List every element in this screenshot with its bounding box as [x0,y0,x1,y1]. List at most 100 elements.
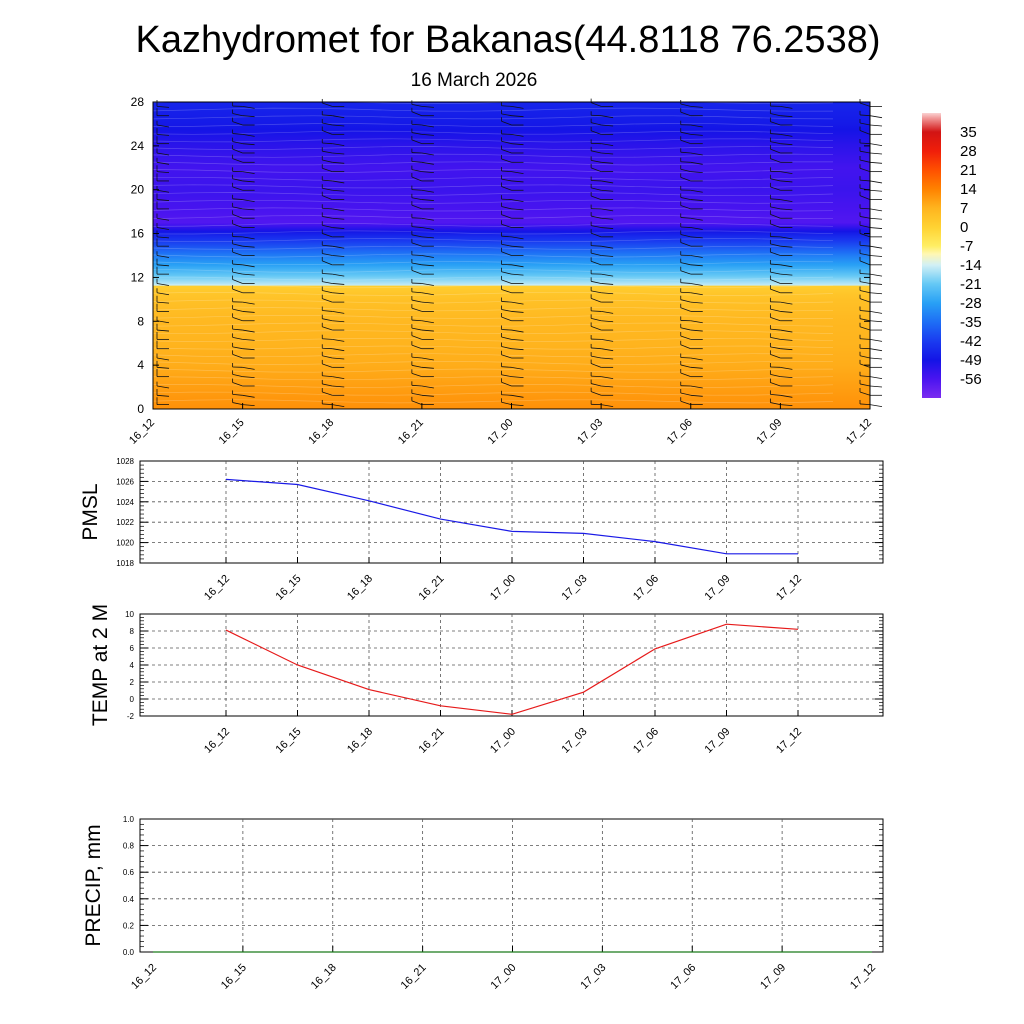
wind-barb [321,118,345,127]
contour-line [152,107,834,112]
colorbar-label: 0 [960,219,968,236]
wind-barb [680,185,703,193]
wind-barb [411,324,434,332]
x-tick-label: 17_06 [665,417,695,447]
wind-barb [859,164,882,173]
wind-barb [501,195,524,202]
contour-line [152,376,834,381]
wind-barb [232,297,255,305]
y-tick-label: 1028 [116,457,134,466]
wind-barb [769,350,793,359]
y-tick-label: 8 [137,314,144,328]
x-tick-label: 17_12 [844,417,874,447]
wind-barb [411,213,434,221]
wind-barb [232,232,255,240]
colorbar-label: -56 [960,371,982,388]
contour-line [152,100,834,104]
wind-barb [232,102,255,109]
y-tick-label: 4 [130,661,135,670]
wind-barb [232,117,255,126]
wind-barb [769,378,793,387]
chart-title: Kazhydromet for Bakanas(44.8118 76.2538) [136,19,881,61]
y-tick-label: 0 [130,695,135,704]
wind-barb [156,266,169,275]
wind-barb [232,210,255,219]
wind-barb [680,230,703,239]
wind-barb [321,351,345,360]
pmsl-series-line [225,478,798,555]
wind-barb [501,267,524,276]
wind-barb [321,277,345,285]
contour-line [152,337,834,342]
wind-barb [411,193,434,201]
wind-barb [321,314,345,323]
wind-barb [411,238,434,247]
x-tick-label: 17_06 [631,573,661,603]
wind-barb [321,212,345,220]
wind-barb [859,399,883,408]
wind-barb [769,182,793,191]
wind-barb [232,154,255,163]
wind-barb [501,202,524,211]
wind-barb [859,277,883,285]
y-tick-label: 0 [137,402,144,416]
y-tick-label: 8 [130,627,135,636]
wind-barb [590,257,614,266]
wind-barb [411,331,434,340]
wind-barb [501,247,524,256]
x-tick-label: 17_00 [486,417,516,447]
wind-barb [501,232,524,240]
contour-line [152,353,834,358]
wind-barb [859,156,883,164]
wind-barb [680,108,703,117]
wind-barb [501,175,524,183]
wind-barb [156,157,170,165]
wind-barb [501,182,524,191]
wind-barb [501,210,524,219]
temp-panel: -2 0 2 4 6 8 10 16_12 16_15 16_18 16_21 17_00 17_03 1… [89,604,884,756]
wind-barb [590,111,614,119]
x-tick-label: 16_12 [202,573,232,603]
wind-barb [501,129,524,137]
wind-barb [156,323,170,332]
wind-barb [680,136,703,145]
wind-barb [680,381,703,389]
wind-barb [590,126,614,135]
wind-barb [501,370,524,379]
wind-barb [680,258,703,267]
wind-barb [232,137,255,146]
x-tick-label: 16_21 [417,573,447,603]
wind-barb [769,275,793,284]
wind-barb [859,118,883,127]
wind-barb [321,256,345,266]
wind-barb [411,369,434,378]
x-tick-label: 16_21 [396,417,426,447]
wind-barb [590,204,614,212]
wind-barb [769,398,793,407]
y-tick-label: 1026 [116,477,134,486]
colorbar-label: -28 [960,295,982,312]
x-tick-label: 16_15 [219,962,249,992]
wind-barb [156,136,169,145]
wind-barb [411,259,434,267]
x-tick-label: 16_12 [129,962,159,992]
y-tick-label: 1020 [116,539,134,548]
wind-barb [590,359,614,368]
wind-barb [680,165,703,174]
wind-barb [859,249,883,257]
wind-barb [859,256,882,266]
wind-barb [501,260,524,268]
wind-barb [590,306,614,314]
wind-barb [501,297,524,305]
wind-barb [501,285,524,294]
x-tick-label: 17_06 [668,962,698,992]
colorbar-label: 7 [960,200,968,217]
wind-barb [680,173,703,182]
wind-barb [232,167,255,175]
wind-barb [232,285,255,294]
contour-line [152,322,834,327]
wind-barb [769,145,793,154]
x-tick-label: 17_03 [560,726,590,756]
contour-line [152,284,834,289]
